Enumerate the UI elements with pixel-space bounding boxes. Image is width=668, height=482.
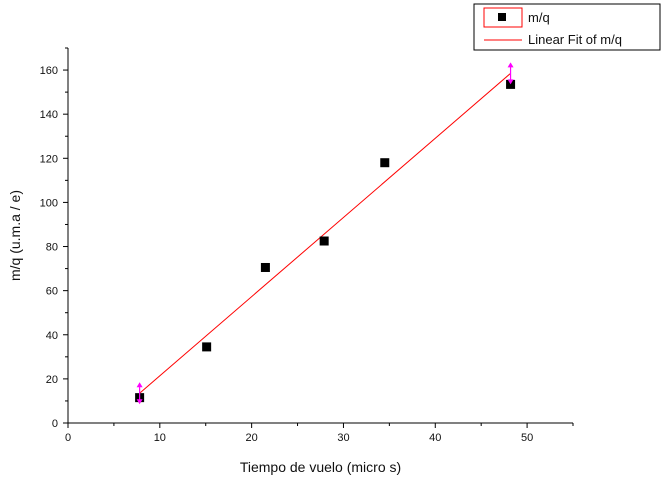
data-point: [260, 262, 270, 272]
y-tick-label: 160: [40, 65, 58, 77]
x-tick-label: 0: [65, 432, 71, 444]
x-tick-label: 50: [521, 432, 533, 444]
y-tick-label: 120: [40, 153, 58, 165]
y-tick-label: 40: [46, 330, 58, 342]
y-ticks: 0 20 40 60 80 100 120 140 160: [40, 47, 68, 430]
x-tick-label: 30: [337, 432, 349, 444]
error-marker: [136, 382, 143, 405]
y-tick-label: 0: [52, 418, 58, 430]
y-tick-label: 100: [40, 197, 58, 209]
linear-fit-line: [139, 72, 511, 394]
data-point: [202, 342, 212, 352]
axes: 0 10 20 30 40 50 0 20 40 60 80 100 120 140 160 Tiempo…: [7, 47, 574, 475]
x-axis-title: Tiempo de vuelo (micro s): [240, 459, 401, 475]
x-tick-label: 20: [246, 432, 258, 444]
legend-square-marker: [498, 13, 506, 21]
x-tick-label: 10: [154, 432, 166, 444]
y-tick-label: 60: [46, 286, 58, 298]
y-tick-label: 80: [46, 242, 58, 254]
y-axis-title: m/q (u.m.a / e): [7, 190, 23, 281]
y-tick-label: 140: [40, 109, 58, 121]
legend: m/q Linear Fit of m/q: [473, 3, 661, 51]
data-point: [380, 158, 390, 168]
x-tick-label: 40: [429, 432, 441, 444]
x-ticks: 0 10 20 30 40 50: [65, 423, 574, 444]
legend-selection-highlight: [483, 7, 523, 28]
data-point: [319, 236, 329, 246]
legend-label-mq: m/q: [528, 10, 550, 25]
legend-label-linear-fit: Linear Fit of m/q: [528, 32, 622, 47]
plot-area: [135, 62, 516, 405]
data-point: [506, 79, 516, 89]
y-tick-label: 20: [46, 374, 58, 386]
error-marker: [507, 62, 514, 85]
